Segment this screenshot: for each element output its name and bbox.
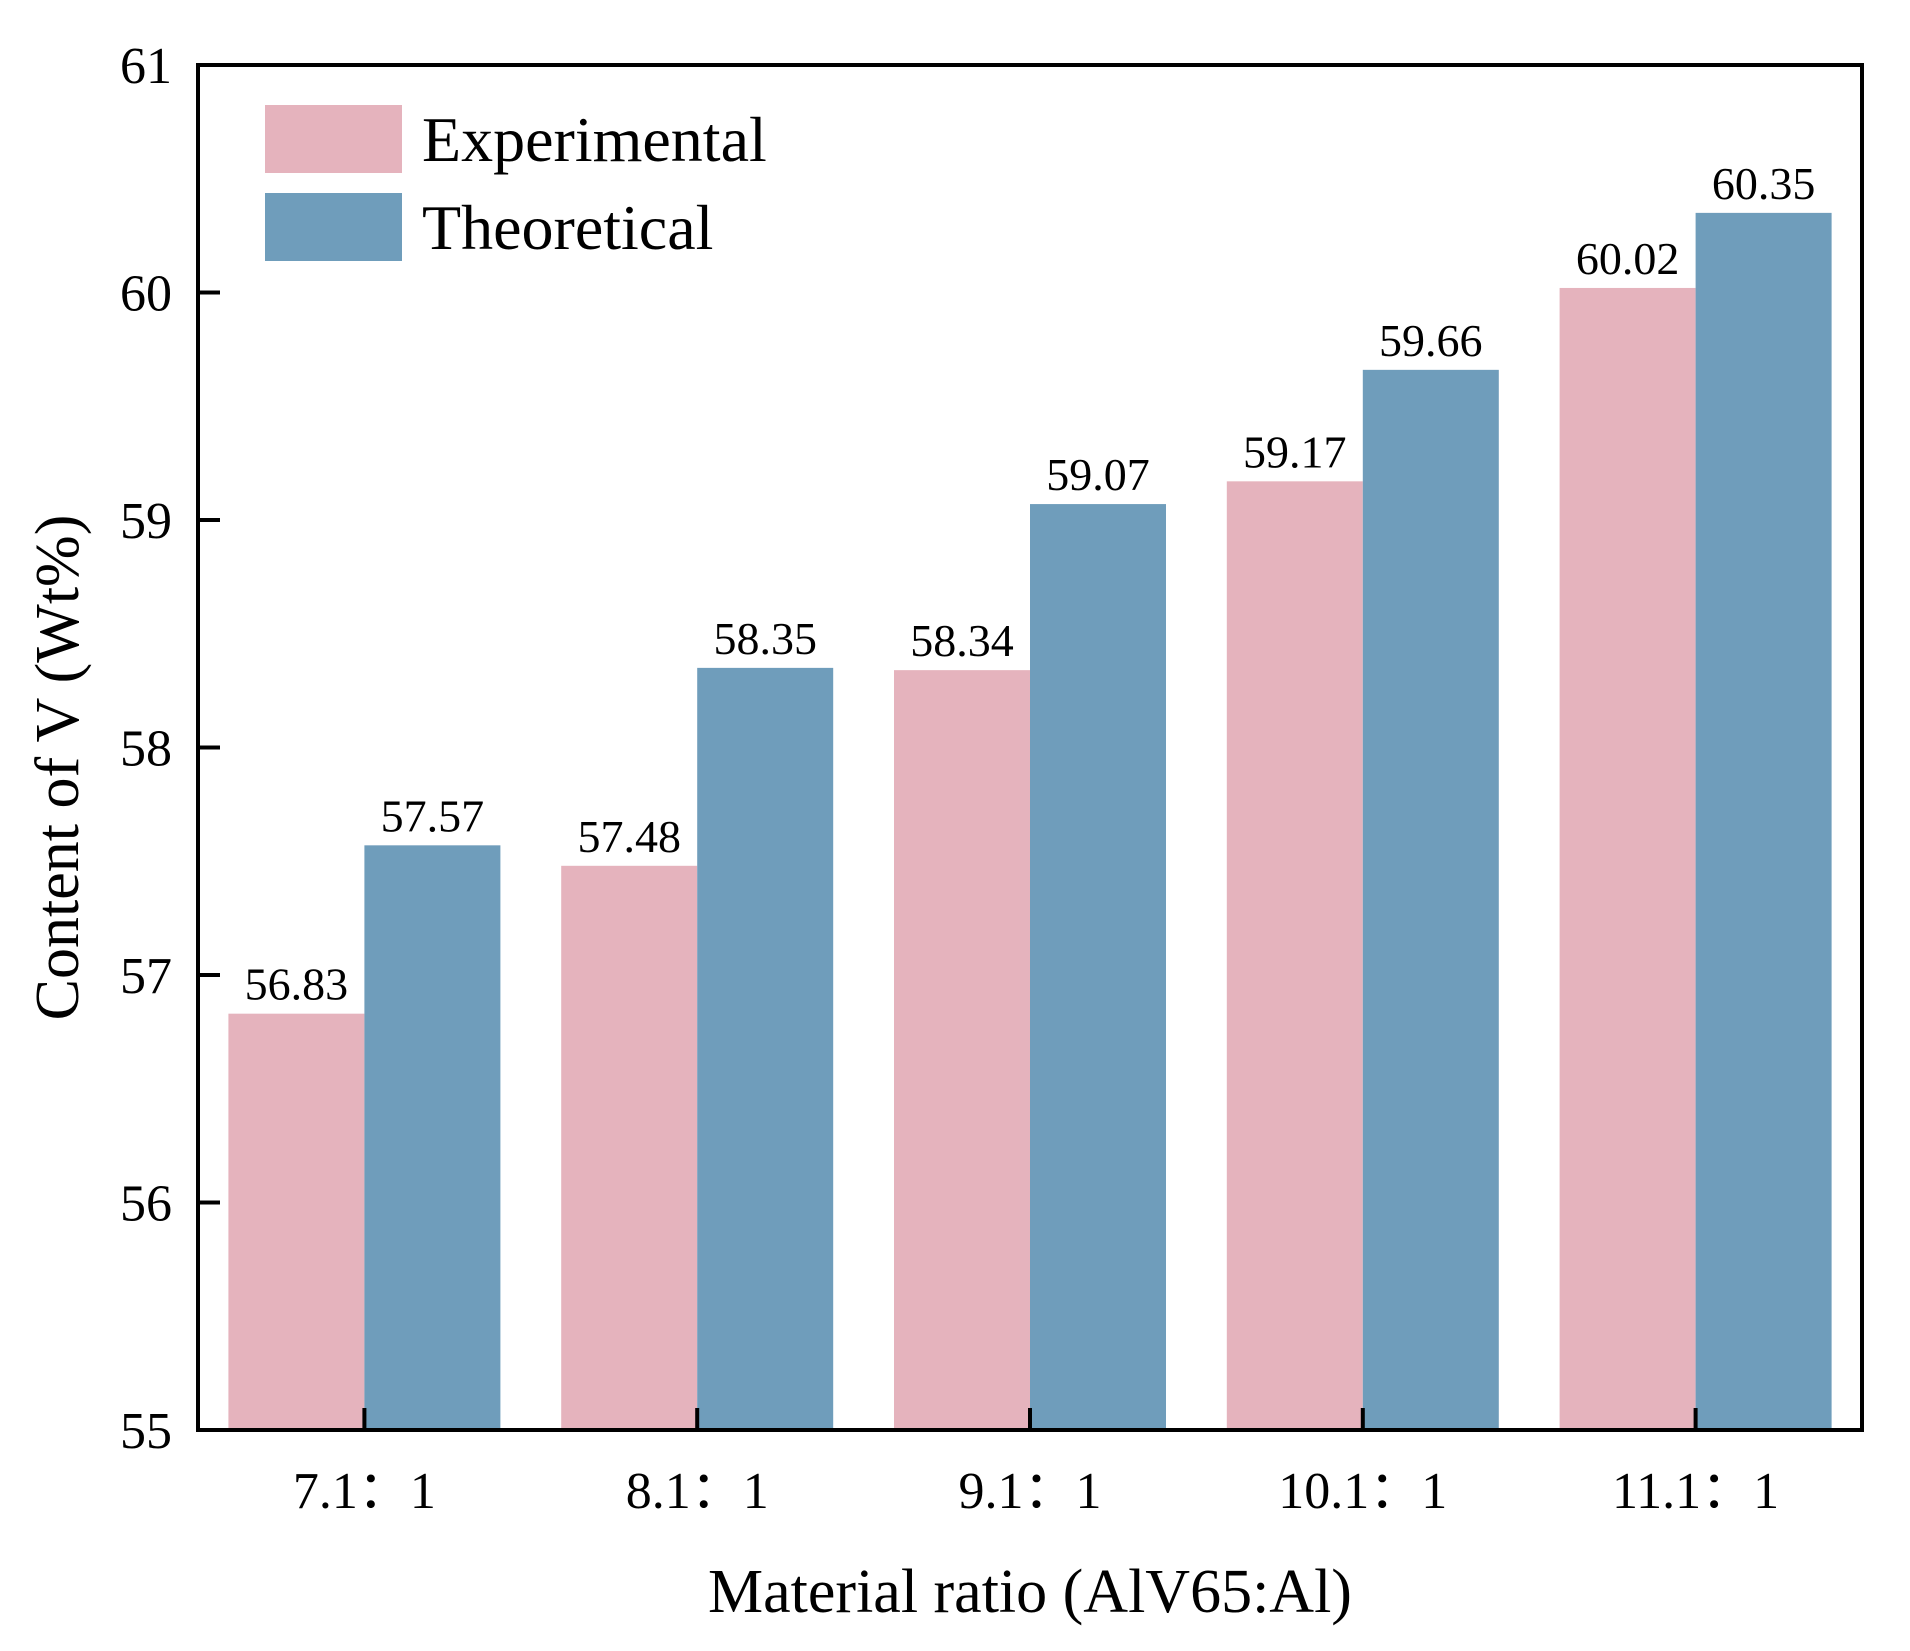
legend-swatch-experimental (265, 105, 402, 173)
bars-group (228, 212, 1832, 1431)
y-axis-title: Content of V (Wt%) (24, 515, 92, 1021)
legend-swatch-theoretical (265, 193, 402, 261)
data-label-experimental-1: 56.83 (245, 959, 349, 1010)
legend: Experimental Theoretical (265, 104, 767, 263)
data-label-experimental-4: 59.17 (1243, 426, 1347, 477)
x-axis: 7.1：1 8.1：1 9.1：1 10.1：1 11.1：1 (293, 1408, 1779, 1520)
legend-label-theoretical: Theoretical (422, 192, 713, 263)
data-label-theoretical-2: 58.35 (713, 613, 817, 664)
data-label-theoretical-1: 57.57 (381, 790, 485, 841)
x-tick-label: 10.1：1 (1278, 1463, 1447, 1520)
bar-theoretical-5 (1695, 212, 1832, 1430)
y-tick-label: 60 (120, 266, 172, 323)
x-tick-label: 7.1：1 (293, 1463, 436, 1520)
bar-experimental-4 (1226, 481, 1363, 1430)
y-tick-label: 59 (120, 493, 172, 550)
data-label-experimental-5: 60.02 (1576, 233, 1680, 284)
bar-experimental-2 (561, 865, 698, 1430)
bar-theoretical-4 (1362, 369, 1499, 1431)
bar-theoretical-1 (364, 845, 501, 1430)
bar-theoretical-3 (1030, 504, 1166, 1430)
legend-label-experimental: Experimental (422, 104, 767, 175)
y-tick-label: 56 (120, 1176, 172, 1233)
bar-experimental-5 (1559, 287, 1696, 1431)
data-label-experimental-2: 57.48 (577, 811, 681, 862)
x-tick-label: 9.1：1 (958, 1463, 1101, 1520)
x-axis-title: Material ratio (AlV65:Al) (708, 1558, 1352, 1626)
x-tick-label: 8.1：1 (626, 1463, 769, 1520)
y-tick-label: 57 (120, 948, 172, 1005)
data-labels-group: 56.83 57.57 57.48 58.35 58.34 59.07 59.17 59.66… (245, 158, 1816, 1010)
y-axis: 55 56 57 58 59 60 61 (120, 38, 220, 1460)
x-tick-label: 11.1：1 (1612, 1463, 1779, 1520)
data-label-theoretical-4: 59.66 (1379, 315, 1483, 366)
y-tick-label: 55 (120, 1403, 172, 1460)
bar-experimental-1 (228, 1013, 365, 1430)
data-label-theoretical-3: 59.07 (1046, 449, 1150, 500)
plot-frame (196, 63, 1864, 1432)
data-label-theoretical-5: 60.35 (1712, 158, 1816, 209)
y-tick-label: 58 (120, 721, 172, 778)
data-label-experimental-3: 58.34 (910, 615, 1014, 666)
bar-experimental-3 (894, 670, 1030, 1430)
y-tick-label: 61 (120, 38, 172, 95)
bar-theoretical-2 (697, 667, 834, 1430)
